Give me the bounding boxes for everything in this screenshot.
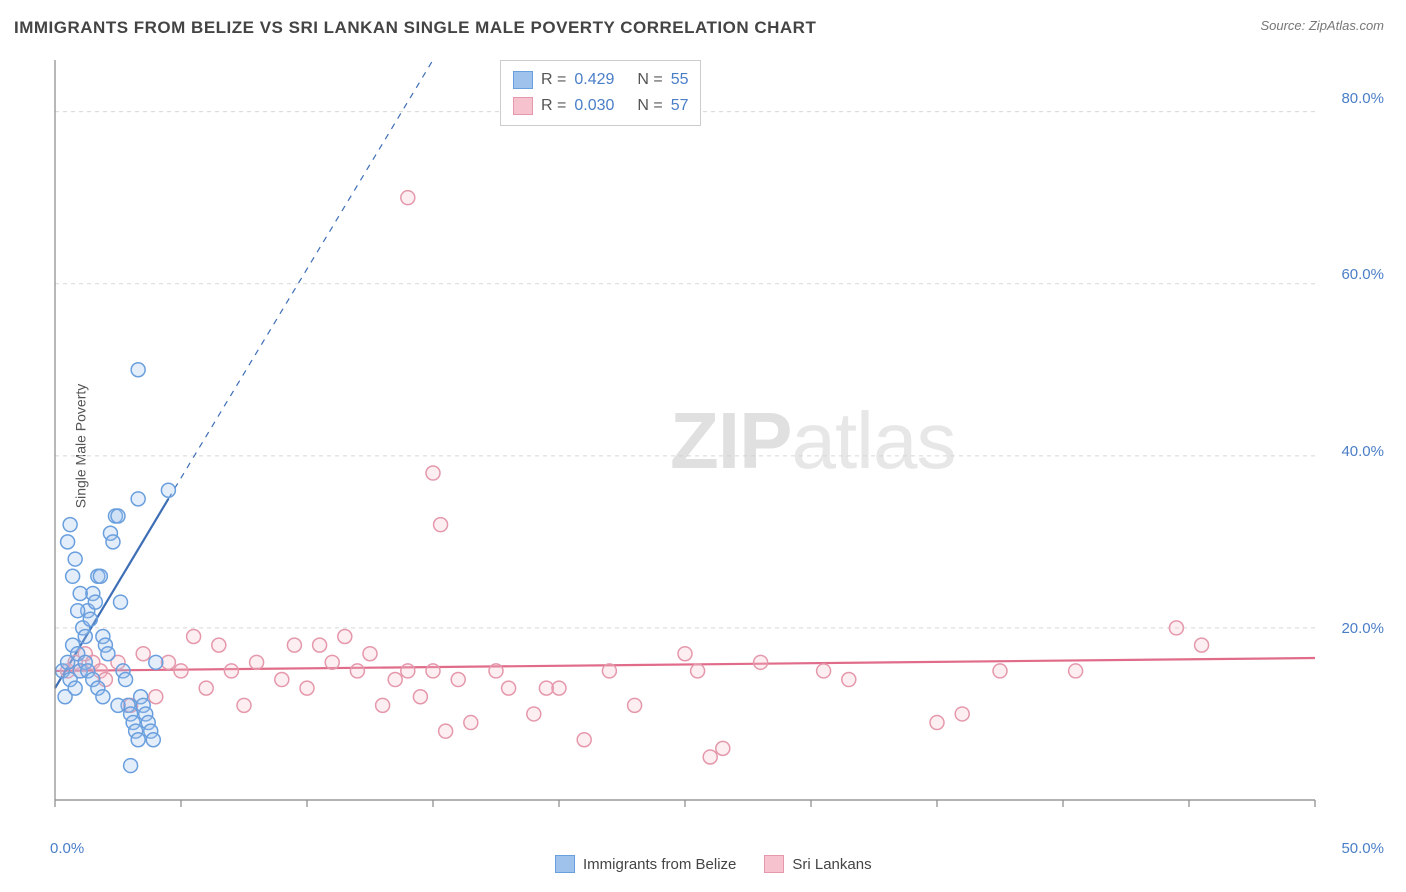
chart-title: IMMIGRANTS FROM BELIZE VS SRI LANKAN SIN… <box>14 18 816 38</box>
stat-n-label: N = <box>637 93 662 119</box>
source-attribution: Source: ZipAtlas.com <box>1260 18 1384 33</box>
y-tick-20: 20.0% <box>1341 620 1384 637</box>
swatch-series-0 <box>513 71 533 89</box>
x-tick-50: 50.0% <box>1341 840 1384 857</box>
stat-r-value-0: 0.429 <box>574 67 629 93</box>
y-tick-40: 40.0% <box>1341 443 1384 460</box>
stat-n-label: N = <box>637 67 662 93</box>
x-tick-0: 0.0% <box>50 840 84 857</box>
legend-item-1: Sri Lankans <box>764 855 871 873</box>
stat-n-value-0: 55 <box>671 67 689 93</box>
bottom-legend: Immigrants from Belize Sri Lankans <box>555 855 872 873</box>
y-tick-80: 80.0% <box>1341 90 1384 107</box>
legend-label-0: Immigrants from Belize <box>583 856 736 873</box>
scatter-chart-svg <box>50 55 1360 825</box>
legend-label-1: Sri Lankans <box>792 856 871 873</box>
plot-area: ZIPatlas <box>50 55 1360 825</box>
stat-n-value-1: 57 <box>671 93 689 119</box>
swatch-series-1 <box>513 97 533 115</box>
stat-r-label: R = <box>541 67 566 93</box>
y-tick-60: 60.0% <box>1341 266 1384 283</box>
stat-r-label: R = <box>541 93 566 119</box>
stats-row-series-0: R = 0.429 N = 55 <box>513 67 688 93</box>
stats-row-series-1: R = 0.030 N = 57 <box>513 93 688 119</box>
legend-item-0: Immigrants from Belize <box>555 855 736 873</box>
legend-swatch-1 <box>764 855 784 873</box>
legend-swatch-0 <box>555 855 575 873</box>
stat-r-value-1: 0.030 <box>574 93 629 119</box>
correlation-stats-box: R = 0.429 N = 55 R = 0.030 N = 57 <box>500 60 701 126</box>
